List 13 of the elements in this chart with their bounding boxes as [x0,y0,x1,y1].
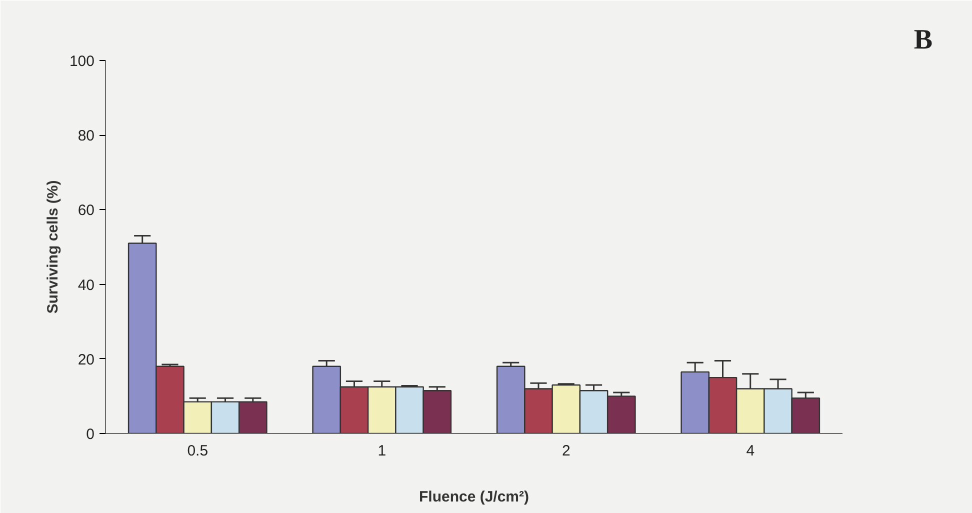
y-tick-label: 0 [86,426,94,443]
y-tick-label: 60 [78,202,95,220]
x-tick-label: 2 [562,442,570,460]
y-tick-label: 20 [78,351,95,368]
y-axis-title: Surviving cells (%) [44,180,62,314]
text: B [914,24,933,56]
x-tick-label: 1 [378,442,386,460]
y-tick-label: 40 [78,276,95,294]
x-tick-label: 4 [746,442,755,460]
x-tick-label: 0.5 [187,442,208,460]
y-tick-label: 80 [78,128,95,145]
x-axis-title: Fluence (J/cm²) [418,488,530,506]
y-tick-label: 100 [69,53,95,70]
